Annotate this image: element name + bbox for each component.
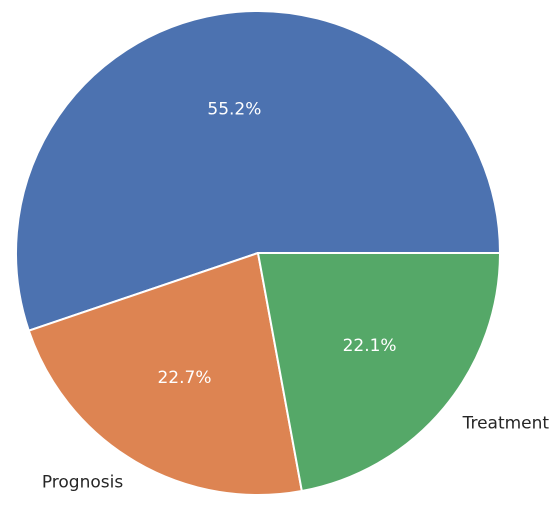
pie-slice-prognosis [27,252,303,496]
pie-category-label: Treatment [462,413,550,433]
pie-percent-label: 22.1% [343,336,397,356]
pie-slice-treatment [257,252,501,492]
pie-slice-diagnosis [15,10,501,332]
pie-percent-label: 22.7% [157,368,211,388]
pie-percent-label: 55.2% [207,100,261,120]
pie-labels: 55.2%Diagnosis22.7%Prognosis22.1%Treatme… [42,0,550,493]
pie-category-label: Prognosis [42,473,124,493]
pie-slices [15,10,501,496]
